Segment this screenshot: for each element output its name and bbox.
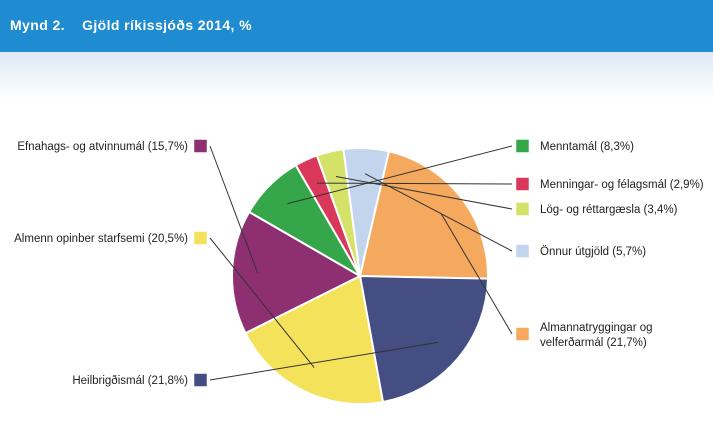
leader-line xyxy=(209,341,439,381)
legend-swatch xyxy=(193,373,208,387)
leader-line xyxy=(316,182,513,185)
leader-line xyxy=(287,145,513,205)
legend-swatch xyxy=(515,244,530,258)
figure-title-text: Gjöld ríkissjóðs 2014, % xyxy=(82,17,252,33)
legend-swatch xyxy=(515,202,530,216)
legend-swatch xyxy=(193,231,208,245)
legend-swatch xyxy=(515,177,530,191)
legend-label: Menningar- og félagsmál (2,9%) xyxy=(540,179,704,191)
slice-almenn-opinber-starfsemi xyxy=(244,274,385,405)
figure-header: Mynd 2. Gjöld ríkissjóðs 2014, % xyxy=(0,0,713,52)
legend-swatch xyxy=(515,139,530,153)
legend-label: Almenn opinber starfsemi (20,5%) xyxy=(14,233,188,245)
pie-legend: Menntamál (8,3%) Menningar- og félagsmál … xyxy=(14,139,704,387)
figure-label: Mynd 2. xyxy=(10,17,65,33)
leader-line xyxy=(440,212,513,335)
legend-label: Efnahags- og atvinnumál (15,7%) xyxy=(17,141,188,153)
pie-slices xyxy=(231,147,489,405)
legend-label: Menntamál (8,3%) xyxy=(540,141,634,153)
legend-label: Almannatryggingar og velferðarmál (21,7%) xyxy=(540,322,653,349)
leader-line xyxy=(335,175,513,210)
leader-line xyxy=(209,237,315,368)
leader-lines xyxy=(209,145,513,381)
legend-swatch xyxy=(193,139,208,153)
legend-label: Önnur útgjöld (5,7%) xyxy=(540,246,646,258)
leader-line xyxy=(364,173,513,252)
legend-swatch xyxy=(515,327,530,341)
slice-heilbrigdismal xyxy=(358,274,489,404)
header-gradient-band xyxy=(0,52,713,100)
slice-efnahags-atvinnumal xyxy=(231,210,363,335)
legend-label: Heilbrigðismál (21,8%) xyxy=(72,375,188,387)
figure-title: Mynd 2. Gjöld ríkissjóðs 2014, % xyxy=(10,17,252,33)
leader-line xyxy=(209,145,259,274)
legend-label: Lög- og réttargæsla (3,4%) xyxy=(540,204,678,216)
